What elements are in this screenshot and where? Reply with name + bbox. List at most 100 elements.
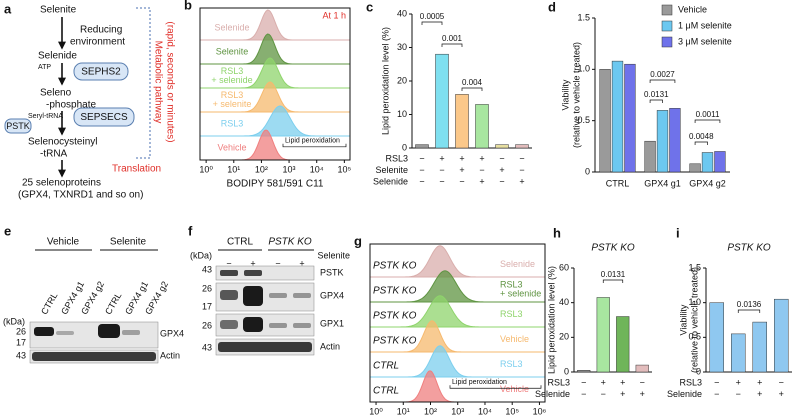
plot-frame (199, 7, 351, 161)
bar (669, 108, 681, 173)
sign: − (275, 258, 280, 268)
sample-label: Selenite (216, 46, 249, 56)
sign: + (459, 165, 464, 175)
x-tick-label: CTRL (606, 178, 630, 188)
group-label: CTRL (227, 237, 254, 248)
band (218, 342, 312, 352)
panel-label: d (548, 0, 556, 14)
bar (635, 364, 649, 373)
bar (435, 53, 449, 149)
p-value: 0.0131 (601, 270, 626, 279)
band (34, 327, 54, 336)
enzyme-box (73, 62, 129, 81)
x-tick-label: 10² (255, 164, 268, 174)
sign: + (736, 377, 741, 387)
x-tick-label: 10⁵ (505, 406, 519, 416)
bracket (136, 7, 151, 159)
y-tick-label: 40 (559, 297, 569, 307)
sample-label: Selenide (500, 259, 535, 269)
marker: 43 (202, 342, 212, 352)
histogram (200, 57, 350, 89)
marker: 26 (202, 320, 212, 330)
bar (731, 333, 746, 373)
kda-label: (kDa) (190, 250, 212, 260)
panel-label: e (4, 223, 11, 238)
legend-label: 1 μM selenite (678, 20, 732, 30)
sample-label: Vehicle (500, 384, 529, 394)
histogram (370, 245, 545, 278)
gate-label: Lipid peroxidation (452, 379, 507, 386)
genotype-label: CTRL (373, 360, 399, 371)
y-tick-label: 30 (397, 42, 407, 52)
x-tick-label: 10¹ (397, 406, 410, 416)
genotype-label: PSTK KO (373, 285, 417, 296)
sample-label: RSL3 (221, 118, 244, 128)
sign: + (779, 389, 784, 399)
sign: − (226, 258, 231, 268)
annotation: At 1 h (322, 10, 346, 20)
sign: − (499, 153, 504, 163)
panel-label: g (354, 233, 362, 248)
row-label: RSL3 (679, 377, 702, 387)
sign: + (250, 258, 255, 268)
bar (644, 140, 656, 173)
band (243, 286, 263, 306)
node-note: Reducing (80, 25, 122, 36)
y-axis-label: Viability (678, 304, 688, 335)
histogram (370, 295, 545, 328)
protein-label: GPX4 (160, 328, 184, 338)
sample-label: + selenide (211, 75, 252, 85)
row-label: Selenide (373, 176, 408, 186)
enzyme-box (4, 118, 32, 134)
y-tick-label: 0.5 (688, 332, 701, 342)
protein-label: GPX4 (320, 290, 344, 300)
band (293, 323, 311, 328)
panel-f: f CTRL PSTK KO (kDa) Selenite − + − + 43… (188, 223, 350, 356)
node: (GPX4, TXNRD1 and so on) (18, 190, 143, 201)
x-tick-label: GPX4 g2 (689, 178, 726, 188)
protein-label: PSTK (320, 267, 344, 277)
marker: 26 (202, 283, 212, 293)
sign: + (620, 389, 625, 399)
node-note: environment (70, 37, 125, 48)
genotype-label: PSTK KO (373, 335, 417, 346)
p-value: 0.0048 (689, 132, 714, 141)
panel-label: f (188, 223, 193, 238)
sign: + (299, 258, 304, 268)
sample-label: Selenide (214, 22, 249, 32)
band (293, 293, 311, 298)
node: -phosphate (46, 100, 96, 111)
band (220, 290, 238, 300)
significance-bracket (602, 279, 624, 283)
x-axis-label: BODIPY 581/591 C11 (227, 179, 324, 190)
bar (709, 302, 724, 373)
gate (449, 385, 542, 389)
band (244, 270, 262, 276)
sign: + (620, 377, 625, 387)
y-tick-label: 20 (397, 75, 407, 85)
p-value: 0.0027 (650, 70, 675, 79)
bar (495, 144, 509, 149)
sample-label: + selenite (213, 99, 252, 109)
panel-label: a (4, 1, 12, 16)
enzyme: SEPHS2 (81, 67, 121, 78)
y-tick-label: 1.5 (688, 262, 701, 272)
sign: + (757, 389, 762, 399)
protein-label: GPX1 (320, 318, 344, 328)
y-tick-label: 10 (397, 109, 407, 119)
band (269, 323, 287, 328)
chart-title: PSTK KO (727, 243, 771, 254)
sample-label: RSL3 (221, 66, 244, 76)
y-tick-label: 0.5 (577, 115, 590, 125)
y-axis-label: (relative to vehicle treated) (571, 42, 581, 148)
annotation: Metabolic pathway (152, 41, 163, 124)
lane-label: CTRL (103, 291, 123, 316)
sign: + (601, 377, 606, 387)
sign: − (439, 176, 444, 186)
y-tick-label: 0 (564, 366, 569, 376)
sign: − (419, 153, 424, 163)
x-tick-label: 10⁰ (199, 164, 213, 174)
histogram (200, 33, 350, 65)
row-label: Selenide (535, 389, 570, 399)
